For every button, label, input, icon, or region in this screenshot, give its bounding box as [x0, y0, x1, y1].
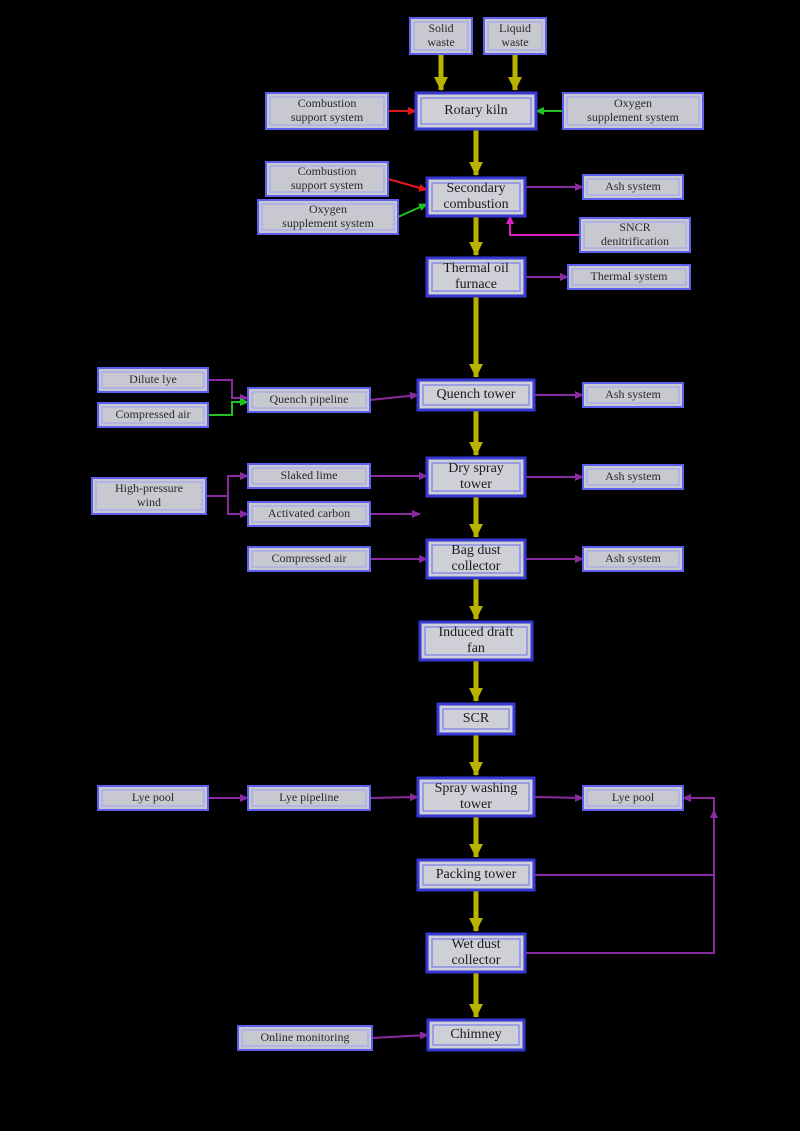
node-label-induced_fan: Induced draftfan	[420, 622, 532, 660]
node-label-bag_dust: Bag dustcollector	[427, 540, 525, 578]
edge-hp_wind-to-act_carbon	[206, 496, 248, 514]
node-label-lye_pool_r: Lye pool	[583, 786, 683, 810]
node-label-combustion1: Combustionsupport system	[266, 93, 388, 129]
node-label-thermal_sys: Thermal system	[568, 265, 690, 289]
node-label-ash4: Ash system	[583, 547, 683, 571]
node-label-wet_dust: Wet dustcollector	[427, 934, 525, 972]
node-label-ash1: Ash system	[583, 175, 683, 199]
node-label-oxygen1: Oxygensupplement system	[563, 93, 703, 129]
node-label-combustion2: Combustionsupport system	[266, 162, 388, 196]
node-label-act_carbon: Activated carbon	[248, 502, 370, 526]
edge-compressed1-to-quench_pipe	[208, 402, 248, 415]
node-label-compressed2: Compressed air	[248, 547, 370, 571]
node-label-liquid_waste: Liquidwaste	[484, 18, 546, 54]
node-label-spray_wash: Spray washingtower	[418, 778, 534, 816]
node-label-chimney: Chimney	[428, 1020, 524, 1050]
node-label-solid_waste: Solidwaste	[410, 18, 472, 54]
node-label-scr: SCR	[438, 704, 514, 734]
edge-oxygen2-to-secondary	[398, 204, 427, 217]
node-label-ash2: Ash system	[583, 383, 683, 407]
edge-lye_pipe-to-spray_wash	[370, 797, 418, 798]
node-label-secondary: Secondarycombustion	[427, 178, 525, 216]
node-label-lye_pipe: Lye pipeline	[248, 786, 370, 810]
edge-dilute_lye-to-quench_pipe	[208, 380, 248, 398]
edge-sncr-to-secondary	[510, 216, 580, 235]
edge-quench_pipe-to-quench_tower	[370, 395, 418, 400]
node-label-rotary_kiln: Rotary kiln	[416, 93, 536, 129]
node-label-ash3: Ash system	[583, 465, 683, 489]
node-label-online_mon: Online monitoring	[238, 1026, 372, 1050]
edge-wet_dust-to-lye_pool_r	[525, 810, 714, 953]
node-label-dilute_lye: Dilute lye	[98, 368, 208, 392]
edge-hp_wind-to-slaked_lime	[206, 476, 248, 496]
node-label-hp_wind: High-pressurewind	[92, 478, 206, 514]
node-label-slaked_lime: Slaked lime	[248, 464, 370, 488]
node-label-oxygen2: Oxygensupplement system	[258, 200, 398, 234]
node-label-compressed1: Compressed air	[98, 403, 208, 427]
node-label-quench_tower: Quench tower	[418, 380, 534, 410]
edge-combustion2-to-secondary	[388, 179, 427, 190]
node-label-quench_pipe: Quench pipeline	[248, 388, 370, 412]
edge-spray_wash-to-lye_pool_r	[534, 797, 583, 798]
edge-online_mon-to-chimney	[372, 1035, 428, 1038]
node-label-lye_pool_l: Lye pool	[98, 786, 208, 810]
node-label-dry_spray: Dry spraytower	[427, 458, 525, 496]
node-label-sncr: SNCRdenitrification	[580, 218, 690, 252]
node-label-thermal_oil: Thermal oilfurnace	[427, 258, 525, 296]
node-label-packing: Packing tower	[418, 860, 534, 890]
